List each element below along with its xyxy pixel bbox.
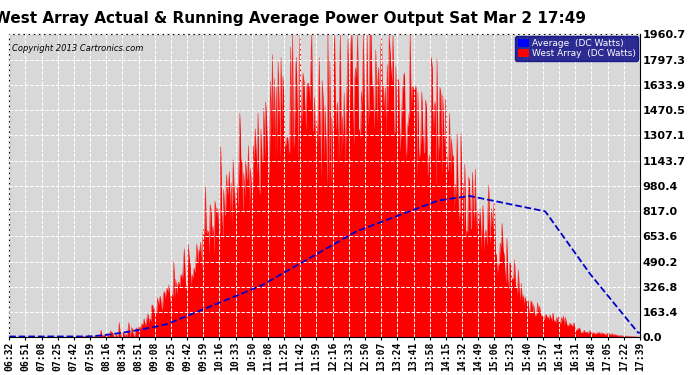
Text: Copyright 2013 Cartronics.com: Copyright 2013 Cartronics.com <box>12 44 144 52</box>
Legend: Average  (DC Watts), West Array  (DC Watts): Average (DC Watts), West Array (DC Watts… <box>515 36 638 61</box>
Text: West Array Actual & Running Average Power Output Sat Mar 2 17:49: West Array Actual & Running Average Powe… <box>0 11 586 26</box>
